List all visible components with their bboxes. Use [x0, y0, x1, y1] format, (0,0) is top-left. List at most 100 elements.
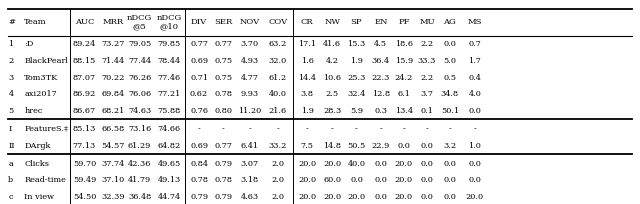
Text: II: II: [8, 142, 15, 150]
Text: 0.1: 0.1: [420, 107, 433, 115]
Text: a: a: [8, 160, 13, 168]
Text: b: b: [8, 176, 13, 184]
Text: 69.84: 69.84: [102, 90, 125, 98]
Text: AG: AG: [444, 18, 456, 27]
Text: 0.0: 0.0: [444, 40, 456, 48]
Text: 54.57: 54.57: [102, 142, 125, 150]
Text: 77.13: 77.13: [73, 142, 96, 150]
Text: 61.29: 61.29: [128, 142, 151, 150]
Text: nDCG
@10: nDCG @10: [156, 14, 182, 31]
Text: 89.24: 89.24: [73, 40, 96, 48]
Text: EN: EN: [374, 18, 388, 27]
Text: 50.1: 50.1: [441, 107, 459, 115]
Text: CR: CR: [301, 18, 314, 27]
Text: 76.26: 76.26: [128, 73, 151, 82]
Text: 25.3: 25.3: [348, 73, 365, 82]
Text: 2.0: 2.0: [271, 160, 284, 168]
Text: 28.3: 28.3: [323, 107, 341, 115]
Text: 76.06: 76.06: [128, 90, 151, 98]
Text: 0.77: 0.77: [214, 142, 232, 150]
Text: 0.78: 0.78: [214, 90, 232, 98]
Text: 0.79: 0.79: [190, 193, 208, 201]
Text: 34.8: 34.8: [441, 90, 459, 98]
Text: hrec: hrec: [24, 107, 43, 115]
Text: 0.7: 0.7: [468, 40, 481, 48]
Text: SP: SP: [351, 18, 362, 27]
Text: 4.77: 4.77: [241, 73, 259, 82]
Text: NW: NW: [324, 18, 340, 27]
Text: -: -: [276, 125, 279, 133]
Text: 0.0: 0.0: [350, 176, 363, 184]
Text: 0.3: 0.3: [374, 107, 387, 115]
Text: PF: PF: [398, 18, 410, 27]
Text: 66.58: 66.58: [102, 125, 125, 133]
Text: 20.0: 20.0: [298, 176, 316, 184]
Text: 44.74: 44.74: [157, 193, 180, 201]
Text: 21.6: 21.6: [269, 107, 287, 115]
Text: 49.65: 49.65: [157, 160, 180, 168]
Text: 42.36: 42.36: [128, 160, 151, 168]
Text: 77.46: 77.46: [157, 73, 180, 82]
Text: AUC: AUC: [75, 18, 94, 27]
Text: 54.50: 54.50: [73, 193, 96, 201]
Text: 0.80: 0.80: [214, 107, 232, 115]
Text: 4.0: 4.0: [468, 90, 481, 98]
Text: 18.6: 18.6: [395, 40, 413, 48]
Text: 14.4: 14.4: [298, 73, 316, 82]
Text: 0.4: 0.4: [468, 73, 481, 82]
Text: 0.0: 0.0: [374, 176, 387, 184]
Text: 85.13: 85.13: [73, 125, 96, 133]
Text: 0.0: 0.0: [444, 160, 456, 168]
Text: 0.62: 0.62: [190, 90, 208, 98]
Text: Team: Team: [24, 18, 47, 27]
Text: 20.0: 20.0: [466, 193, 484, 201]
Text: 63.2: 63.2: [269, 40, 287, 48]
Text: 73.16: 73.16: [128, 125, 151, 133]
Text: 36.48: 36.48: [128, 193, 151, 201]
Text: 0.0: 0.0: [397, 142, 410, 150]
Text: 3.07: 3.07: [241, 160, 259, 168]
Text: 11.20: 11.20: [238, 107, 261, 115]
Text: In view: In view: [24, 193, 54, 201]
Text: 1: 1: [8, 40, 13, 48]
Text: 17.1: 17.1: [298, 40, 316, 48]
Text: 10.6: 10.6: [323, 73, 341, 82]
Text: 0.71: 0.71: [190, 73, 208, 82]
Text: 12.8: 12.8: [372, 90, 390, 98]
Text: -: -: [222, 125, 225, 133]
Text: 40.0: 40.0: [269, 90, 287, 98]
Text: -: -: [306, 125, 308, 133]
Text: 3: 3: [8, 73, 13, 82]
Text: 32.4: 32.4: [348, 90, 365, 98]
Text: 64.82: 64.82: [157, 142, 180, 150]
Text: -: -: [198, 125, 200, 133]
Text: -: -: [331, 125, 333, 133]
Text: 3.7: 3.7: [420, 90, 433, 98]
Text: 74.63: 74.63: [128, 107, 151, 115]
Text: 0.77: 0.77: [214, 40, 232, 48]
Text: 20.0: 20.0: [395, 160, 413, 168]
Text: 0.79: 0.79: [214, 160, 232, 168]
Text: 0.0: 0.0: [420, 142, 433, 150]
Text: 37.74: 37.74: [102, 160, 125, 168]
Text: 20.0: 20.0: [323, 160, 341, 168]
Text: DIV: DIV: [191, 18, 207, 27]
Text: 20.0: 20.0: [323, 193, 341, 201]
Text: 32.0: 32.0: [269, 57, 287, 65]
Text: 49.13: 49.13: [157, 176, 180, 184]
Text: c: c: [8, 193, 13, 201]
Text: 87.07: 87.07: [73, 73, 96, 82]
Text: 0.78: 0.78: [190, 176, 208, 184]
Text: 2.5: 2.5: [326, 90, 339, 98]
Text: 20.0: 20.0: [298, 160, 316, 168]
Text: 60.0: 60.0: [323, 176, 341, 184]
Text: 3.70: 3.70: [241, 40, 259, 48]
Text: 0.0: 0.0: [468, 160, 481, 168]
Text: 15.9: 15.9: [395, 57, 413, 65]
Text: 4.5: 4.5: [374, 40, 387, 48]
Text: 0.75: 0.75: [214, 73, 232, 82]
Text: 0.69: 0.69: [190, 142, 208, 150]
Text: 88.15: 88.15: [73, 57, 96, 65]
Text: -: -: [403, 125, 405, 133]
Text: 5.0: 5.0: [444, 57, 456, 65]
